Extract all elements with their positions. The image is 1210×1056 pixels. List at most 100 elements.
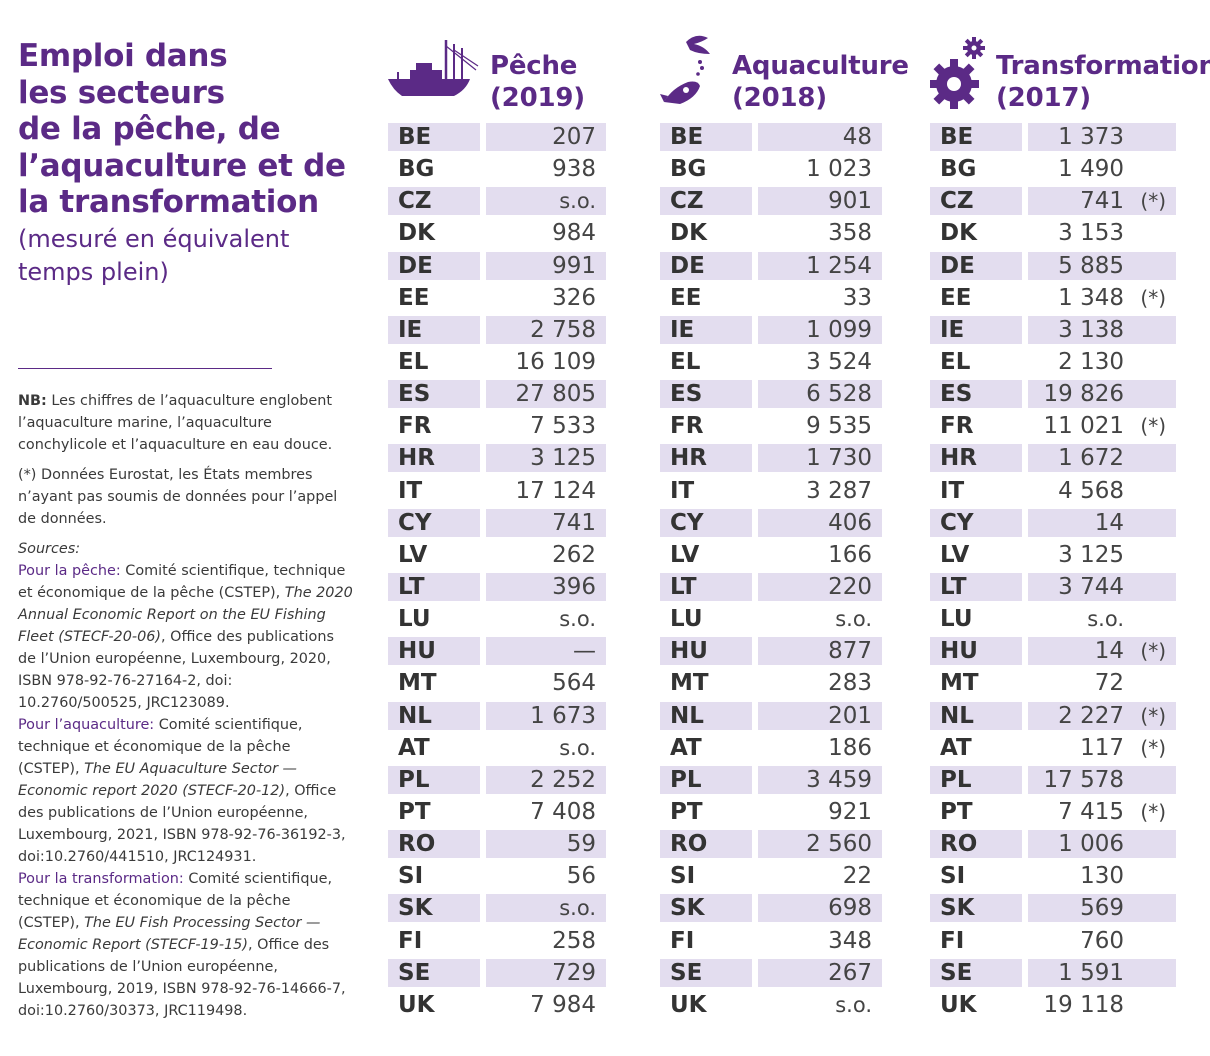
country-code: HU xyxy=(388,637,480,666)
value: s.o. xyxy=(559,607,596,632)
country-code: BE xyxy=(388,123,480,151)
nb-label: NB: xyxy=(18,393,47,409)
nb-note: NB: Les chiffres de l’aquaculture englob… xyxy=(18,390,354,456)
value-cell: 358 xyxy=(758,219,882,247)
country-code: RO xyxy=(388,830,480,859)
country-code: BE xyxy=(660,123,752,151)
source-aqua-text: Comité scientifique, technique et économ… xyxy=(18,717,303,777)
value: 258 xyxy=(552,927,596,954)
value-cell: 19 826 xyxy=(1028,380,1176,409)
value-cell: s.o. xyxy=(486,734,606,762)
value: 207 xyxy=(552,124,596,150)
country-code: SK xyxy=(388,894,480,923)
country-code: CY xyxy=(388,508,480,537)
value-cell: 938 xyxy=(486,155,606,183)
country-code: HU xyxy=(930,637,1022,666)
country-code: FI xyxy=(940,927,965,954)
value: s.o. xyxy=(835,992,872,1017)
value: 9 535 xyxy=(806,413,872,440)
country-code: ES xyxy=(930,380,1022,409)
value: 7 984 xyxy=(530,991,596,1018)
country-code: SE xyxy=(388,958,480,987)
country-code: HR xyxy=(660,444,752,473)
value-cell: 564 xyxy=(486,669,606,697)
country-code: AT xyxy=(398,734,430,761)
value-cell: 348 xyxy=(758,927,882,955)
country-code: LV xyxy=(940,541,970,568)
value: 3 125 xyxy=(530,445,596,472)
country-code: BE xyxy=(930,123,1022,151)
value-cell: 2 130 xyxy=(1028,348,1176,376)
country-code: DK xyxy=(398,220,435,247)
source-peche-text-end: , Office des publications de l’Union eur… xyxy=(18,629,334,711)
value-cell: 2 227 (*) xyxy=(1028,701,1176,730)
country-code: CY xyxy=(660,508,752,537)
value-cell: 59 xyxy=(486,830,606,859)
value-cell: 5 885 xyxy=(1028,251,1176,280)
country-code: LT xyxy=(930,572,1022,601)
value: 14 xyxy=(1094,509,1124,536)
country-code: NL xyxy=(388,701,480,730)
value: 56 xyxy=(566,863,596,890)
country-code: IT xyxy=(940,477,965,504)
value: 901 xyxy=(828,188,872,215)
country-code: EL xyxy=(398,348,429,375)
value: 262 xyxy=(552,541,596,568)
value: s.o. xyxy=(835,607,872,632)
country-code: SK xyxy=(660,894,752,923)
eurostat-mark: (*) xyxy=(1140,189,1166,214)
country-code: SI xyxy=(670,863,696,890)
source-peche-label: Pour la pêche: xyxy=(18,563,121,579)
value-cell: 2 252 xyxy=(486,765,606,794)
value-cell: 1 023 xyxy=(758,155,882,183)
country-code: HU xyxy=(660,637,752,666)
source-peche-text: Comité scientifique, technique et économ… xyxy=(18,563,346,601)
country-code: PL xyxy=(660,765,752,794)
value-cell: 729 xyxy=(486,958,606,987)
value-cell: 326 xyxy=(486,284,606,312)
value-cell: 6 528 xyxy=(758,380,882,409)
value: 326 xyxy=(552,284,596,311)
value: 7 415 xyxy=(1058,798,1124,825)
value-cell: 741 xyxy=(486,508,606,537)
value-cell: 991 xyxy=(486,251,606,280)
country-code: BG xyxy=(670,156,707,183)
notes: NB: Les chiffres de l’aquaculture englob… xyxy=(18,390,354,1022)
country-code: NL xyxy=(930,701,1022,730)
country-code: ES xyxy=(660,380,752,409)
column-transformation: Transformation (2017) BE 1 373 BG 1 490 CZ 74… xyxy=(930,32,1210,1018)
column-aquaculture: Aquaculture (2018) BE 48 BG 1 023 CZ 901 DK 358… xyxy=(660,32,909,1018)
value-cell: 3 125 xyxy=(486,444,606,473)
country-code: LV xyxy=(670,541,700,568)
country-code: DK xyxy=(670,220,707,247)
value-cell: 7 533 xyxy=(486,412,606,440)
sidebar: Emploi dans les secteurs de la pêche, de… xyxy=(18,38,358,289)
country-code: SI xyxy=(940,863,966,890)
value-cell: s.o. xyxy=(1028,605,1176,633)
eurostat-mark: (*) xyxy=(1140,703,1166,728)
value-cell: 9 535 xyxy=(758,412,882,440)
country-code: CY xyxy=(930,508,1022,537)
value-cell: 11 021 (*) xyxy=(1028,412,1176,440)
page-title: Emploi dans les secteurs de la pêche, de… xyxy=(18,38,346,220)
value-cell: 3 459 xyxy=(758,765,882,794)
value: 564 xyxy=(552,670,596,697)
value: 3 459 xyxy=(806,766,872,793)
value: 59 xyxy=(566,831,596,858)
value-cell: 1 254 xyxy=(758,251,882,280)
source-aqua-text-end: , Office des publications de l’Union eur… xyxy=(18,783,346,865)
fishing-boat-icon xyxy=(388,40,479,96)
value-cell: 267 xyxy=(758,958,882,987)
value-cell: 72 xyxy=(1028,669,1176,697)
value: 2 560 xyxy=(806,831,872,858)
country-code: PT xyxy=(398,798,431,825)
value-cell: 396 xyxy=(486,572,606,601)
eurostat-note: (*) Données Eurostat, les États membres … xyxy=(18,467,338,527)
value: 33 xyxy=(842,284,872,311)
country-code: HR xyxy=(930,444,1022,473)
value: s.o. xyxy=(559,896,596,921)
value-cell: 1 673 xyxy=(486,701,606,730)
value-cell: 1 730 xyxy=(758,444,882,473)
value-cell: 2 758 xyxy=(486,315,606,344)
value: 2 758 xyxy=(530,316,596,343)
